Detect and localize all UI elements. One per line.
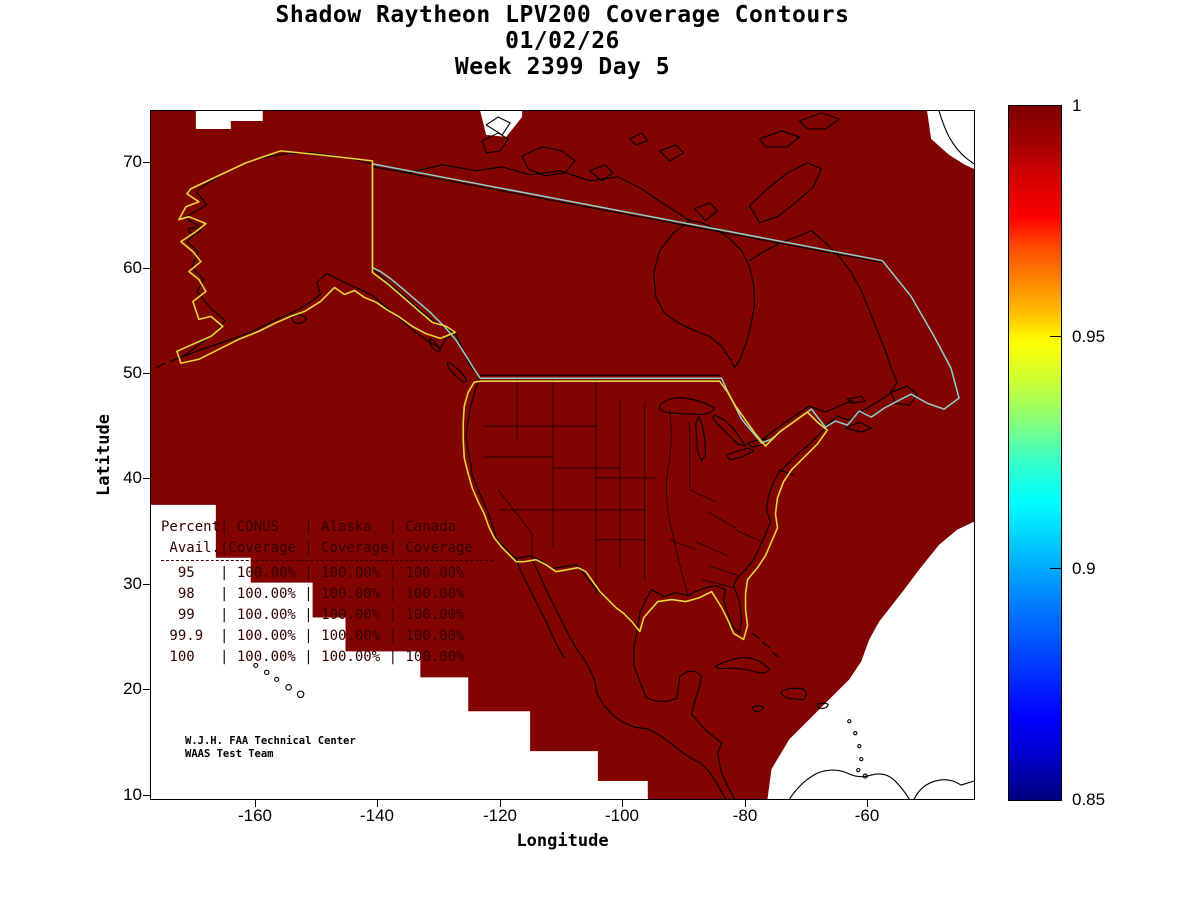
hawaii-islands: [253, 662, 305, 699]
title-line-2: 01/02/26: [505, 28, 620, 54]
y-tick-mark: [143, 373, 150, 374]
conus-contour: [462, 380, 829, 641]
table-header-row: Percent| CONUS | Alaska | Canada: [161, 519, 457, 535]
x-tick-label: -160: [237, 806, 273, 825]
x-tick-mark: [377, 800, 378, 807]
credit-line: W.J.H. FAA Technical Center: [185, 735, 356, 747]
conus-alaska-contours: [176, 150, 829, 641]
x-tick-mark: [500, 800, 501, 807]
table-row: 99 | 100.00% | 100.00% | 100.00%: [161, 607, 465, 623]
y-tick-mark: [143, 795, 150, 796]
map-plot-area: Percent| CONUS | Alaska | Canada Avail.|…: [150, 110, 975, 800]
coverage-table: Percent| CONUS | Alaska | Canada Avail.|…: [161, 517, 493, 668]
colorbar-tick-mark: [1050, 568, 1061, 569]
x-tick-label: -140: [359, 806, 395, 825]
table-header-row: Avail.|Coverage | Coverage| Coverage: [161, 540, 473, 556]
alaska-contour: [176, 150, 457, 365]
y-tick-mark: [143, 162, 150, 163]
table-row: 98 | 100.00% | 100.00% | 100.00%: [161, 586, 465, 602]
x-tick-mark: [867, 800, 868, 807]
title-line-3: Week 2399 Day 5: [454, 54, 671, 80]
colorbar-tick-label: 0.85: [1072, 790, 1106, 809]
y-tick-label: 60: [123, 258, 142, 277]
table-separator: [161, 560, 493, 561]
state-borders: [483, 377, 762, 595]
credit-line: WAAS Test Team: [185, 748, 274, 760]
y-tick-mark: [143, 689, 150, 690]
y-tick-label: 40: [123, 468, 142, 487]
y-tick-mark: [143, 478, 150, 479]
y-tick-mark: [143, 584, 150, 585]
y-tick-label: 10: [123, 785, 142, 804]
y-tick-label: 30: [123, 574, 142, 593]
y-tick-label: 50: [123, 363, 142, 382]
x-tick-label: -100: [604, 806, 640, 825]
coverage-region: [151, 111, 974, 799]
y-tick-label: 20: [123, 679, 142, 698]
colorbar-tick-label: 0.95: [1072, 327, 1106, 346]
y-tick-label: 70: [123, 152, 142, 171]
colorbar: [1008, 105, 1062, 801]
colorbar-tick-label: 0.9: [1072, 559, 1096, 578]
x-tick-mark: [745, 800, 746, 807]
title-line-1: Shadow Raytheon LPV200 Coverage Contours: [275, 2, 850, 28]
x-tick-label: -60: [854, 806, 880, 825]
x-tick-label: -120: [482, 806, 518, 825]
x-tick-mark: [255, 800, 256, 807]
chart-title: Shadow Raytheon LPV200 Coverage Contours…: [150, 2, 975, 80]
y-axis-label: Latitude: [94, 414, 114, 496]
coverage-map: [151, 111, 974, 799]
table-row: 99.9 | 100.00% | 100.00% | 100.00%: [161, 628, 465, 644]
credit-text: W.J.H. FAA Technical Center WAAS Test Te…: [185, 735, 356, 761]
colorbar-tick-mark: [1050, 336, 1061, 337]
y-tick-mark: [143, 268, 150, 269]
table-row: 100 | 100.00% | 100.00% | 100.00%: [161, 649, 465, 665]
x-axis-label: Longitude: [516, 831, 609, 851]
table-row: 95 | 100.00% | 100.00% | 100.00%: [161, 565, 465, 581]
colorbar-tick-label: 1: [1072, 96, 1082, 115]
x-tick-label: -80: [732, 806, 758, 825]
x-tick-mark: [622, 800, 623, 807]
